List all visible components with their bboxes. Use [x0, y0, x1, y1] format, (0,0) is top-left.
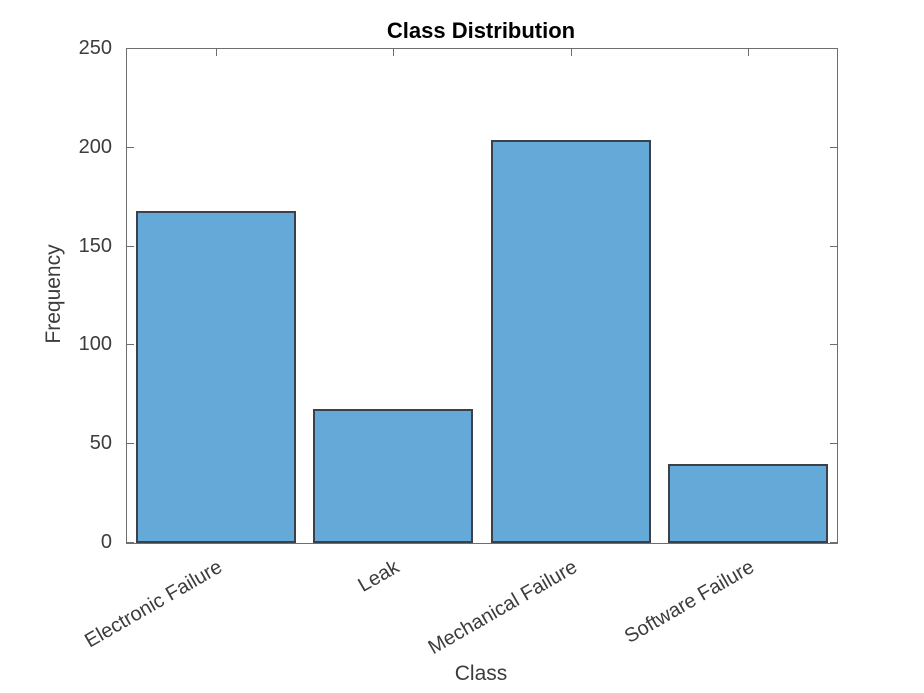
y-tick-mark [127, 245, 134, 247]
y-tick-label: 50 [89, 432, 112, 455]
y-tick-mark-right [830, 48, 837, 49]
y-tick-label: 100 [78, 333, 112, 356]
y-tick-mark-right [830, 443, 837, 445]
bar-electronic-failure [135, 211, 296, 543]
bar-leak [313, 408, 474, 543]
y-tick-mark [127, 344, 134, 346]
y-tick-mark [127, 443, 134, 445]
y-axis-label: Frequency [42, 244, 65, 344]
x-tick-mark-top [393, 49, 395, 56]
plot-area [126, 48, 838, 544]
chart-title: Class Distribution [386, 18, 576, 43]
bar-software-failure [668, 463, 829, 543]
x-tick-mark-top [748, 49, 750, 56]
y-tick-mark-right [830, 245, 837, 247]
y-tick-label: 150 [78, 234, 112, 257]
x-tick-mark-top [570, 49, 572, 56]
y-tick-label: 250 [78, 37, 112, 59]
y-tick-mark [127, 542, 134, 543]
bar-mechanical-failure [490, 139, 651, 543]
y-tick-label: 200 [78, 135, 112, 158]
y-tick-mark-right [830, 146, 837, 148]
y-tick-mark [127, 48, 134, 49]
y-tick-mark-right [830, 542, 837, 543]
y-tick-label: 0 [100, 531, 112, 553]
x-axis-label: Class [454, 662, 508, 685]
y-tick-mark [127, 146, 134, 148]
x-tick-mark-top [215, 49, 217, 56]
y-tick-mark-right [830, 344, 837, 346]
